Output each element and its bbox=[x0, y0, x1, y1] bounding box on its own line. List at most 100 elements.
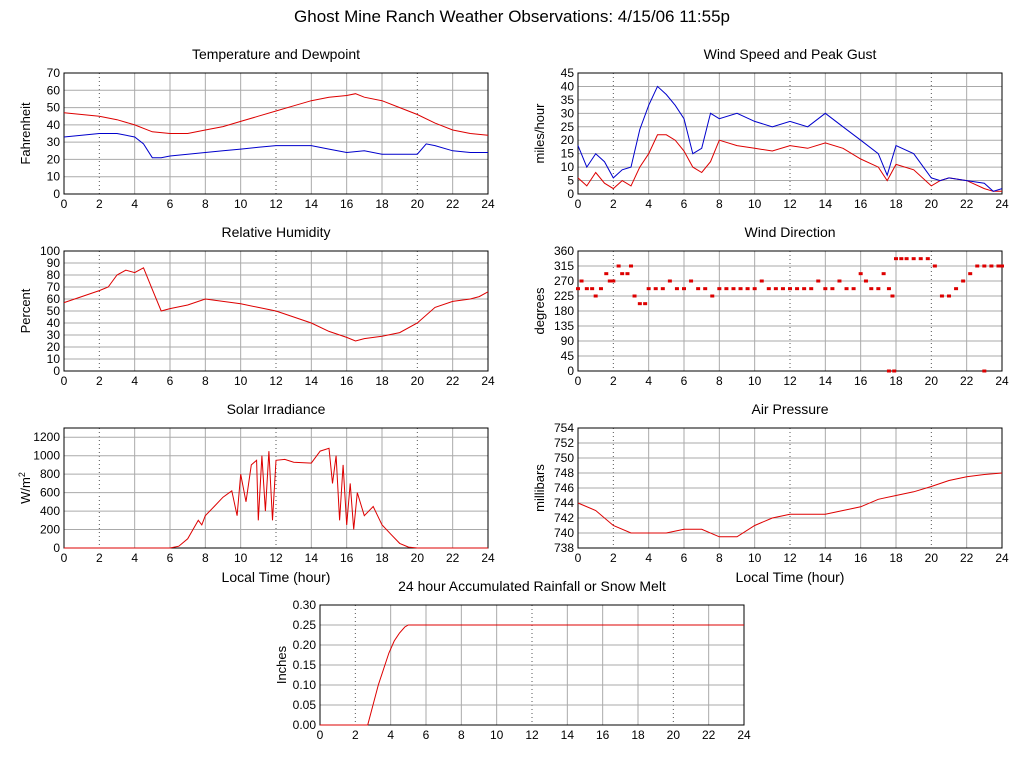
y-axis-label: millibars bbox=[532, 464, 547, 512]
x-tick-label: 20 bbox=[925, 197, 939, 211]
y-tick-label: 754 bbox=[554, 421, 574, 435]
x-tick-label: 18 bbox=[889, 551, 903, 565]
chart-title: 24 hour Accumulated Rainfall or Snow Mel… bbox=[398, 578, 666, 594]
x-tick-label: 10 bbox=[490, 728, 504, 742]
y-tick-label: 0 bbox=[567, 364, 574, 378]
data-point bbox=[894, 257, 898, 261]
y-tick-label: 750 bbox=[554, 451, 574, 465]
data-point bbox=[802, 287, 807, 291]
x-tick-label: 24 bbox=[995, 197, 1009, 211]
y-tick-label: 25 bbox=[561, 120, 575, 134]
data-point bbox=[996, 264, 1001, 268]
x-tick-label: 6 bbox=[167, 374, 174, 388]
y-tick-label: 30 bbox=[47, 135, 61, 149]
data-point bbox=[911, 257, 916, 261]
chart-title: Temperature and Dewpoint bbox=[192, 46, 360, 62]
chart-title: Air Pressure bbox=[751, 401, 828, 417]
plot-frame bbox=[577, 427, 1003, 549]
y-tick-label: 800 bbox=[40, 467, 60, 481]
data-point bbox=[576, 287, 580, 291]
chart-title: Relative Humidity bbox=[222, 224, 331, 240]
data-point bbox=[925, 257, 930, 261]
x-tick-label: 8 bbox=[458, 728, 465, 742]
y-tick-label: 742 bbox=[554, 511, 574, 525]
series-line-0 bbox=[63, 93, 489, 136]
x-tick-label: 8 bbox=[716, 551, 723, 565]
data-point bbox=[584, 287, 589, 291]
y-tick-label: 0.00 bbox=[293, 718, 317, 732]
data-point bbox=[593, 294, 598, 298]
y-tick-label: 50 bbox=[47, 101, 61, 115]
x-tick-label: 16 bbox=[854, 374, 868, 388]
y-tick-label: 40 bbox=[47, 316, 61, 330]
data-point bbox=[881, 272, 886, 276]
x-tick-label: 14 bbox=[305, 374, 319, 388]
series-line-0 bbox=[577, 472, 1003, 538]
x-axis-label: Local Time (hour) bbox=[222, 569, 331, 585]
y-tick-label: 30 bbox=[47, 328, 61, 342]
x-tick-label: 14 bbox=[305, 197, 319, 211]
y-axis-label: Inches bbox=[274, 645, 289, 684]
x-tick-label: 2 bbox=[96, 551, 103, 565]
data-point bbox=[886, 287, 891, 291]
data-point bbox=[780, 287, 785, 291]
x-tick-label: 10 bbox=[748, 197, 762, 211]
data-point bbox=[968, 272, 973, 276]
x-tick-label: 22 bbox=[446, 551, 460, 565]
data-point bbox=[918, 257, 923, 261]
x-tick-label: 20 bbox=[667, 728, 681, 742]
x-tick-label: 6 bbox=[681, 197, 688, 211]
x-tick-label: 20 bbox=[411, 197, 425, 211]
x-tick-label: 18 bbox=[375, 551, 389, 565]
y-tick-label: 0 bbox=[567, 187, 574, 201]
x-tick-label: 2 bbox=[96, 197, 103, 211]
data-point bbox=[876, 287, 881, 291]
solar-chart: 0 2 4 6 8 10 12 14 16 18 20 22 240200400600800100012… bbox=[17, 401, 495, 585]
x-tick-label: 0 bbox=[61, 197, 68, 211]
x-tick-label: 8 bbox=[202, 197, 209, 211]
x-tick-label: 6 bbox=[681, 374, 688, 388]
pressure-chart: 0 2 4 6 8 10 12 14 16 18 20 22 247387407427447467487… bbox=[532, 401, 1009, 585]
x-tick-label: 0 bbox=[575, 551, 582, 565]
series-line-1 bbox=[577, 85, 1003, 192]
chart-title: Wind Direction bbox=[744, 224, 835, 240]
x-tick-label: 8 bbox=[716, 197, 723, 211]
data-point bbox=[579, 279, 584, 283]
x-tick-label: 18 bbox=[375, 197, 389, 211]
series-line-0 bbox=[64, 447, 488, 549]
data-point bbox=[646, 287, 651, 291]
y-tick-label: 0 bbox=[53, 187, 60, 201]
y-tick-label: 738 bbox=[554, 541, 574, 555]
x-tick-label: 10 bbox=[234, 374, 248, 388]
data-point bbox=[590, 287, 595, 291]
y-tick-label: 744 bbox=[554, 496, 574, 510]
x-tick-label: 4 bbox=[645, 374, 652, 388]
data-point bbox=[947, 294, 951, 298]
x-tick-label: 16 bbox=[340, 551, 354, 565]
x-tick-label: 4 bbox=[131, 374, 138, 388]
x-tick-label: 20 bbox=[925, 551, 939, 565]
y-tick-label: 0.30 bbox=[293, 598, 317, 612]
x-tick-label: 12 bbox=[783, 551, 797, 565]
data-point bbox=[932, 264, 937, 268]
data-point bbox=[717, 287, 722, 291]
y-tick-label: 740 bbox=[554, 526, 574, 540]
x-tick-label: 20 bbox=[411, 551, 425, 565]
chart-title: Wind Speed and Peak Gust bbox=[704, 46, 877, 62]
data-point bbox=[982, 264, 987, 268]
data-point bbox=[674, 287, 679, 291]
data-point bbox=[869, 287, 874, 291]
data-point bbox=[1000, 264, 1004, 268]
x-tick-label: 10 bbox=[748, 551, 762, 565]
data-point bbox=[890, 294, 895, 298]
y-tick-label: 360 bbox=[554, 244, 574, 258]
data-point bbox=[731, 287, 736, 291]
data-point bbox=[982, 369, 987, 373]
x-tick-label: 16 bbox=[340, 197, 354, 211]
x-tick-label: 18 bbox=[631, 728, 645, 742]
x-tick-label: 12 bbox=[783, 197, 797, 211]
plot-frame bbox=[63, 427, 489, 549]
x-tick-label: 20 bbox=[925, 374, 939, 388]
y-tick-label: 20 bbox=[47, 340, 61, 354]
